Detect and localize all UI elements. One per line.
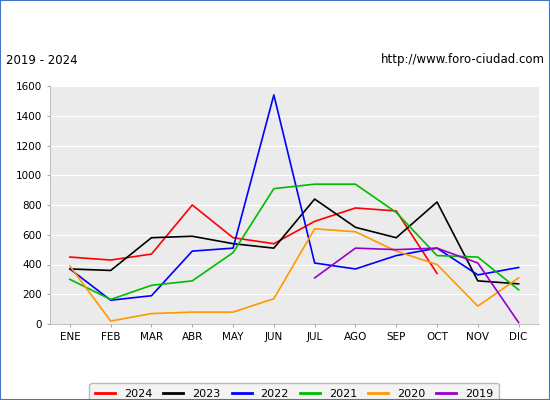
Legend: 2024, 2023, 2022, 2021, 2020, 2019: 2024, 2023, 2022, 2021, 2020, 2019 — [89, 383, 499, 400]
Text: Evolucion Nº Turistas Nacionales en el municipio de Valdeprados: Evolucion Nº Turistas Nacionales en el m… — [51, 16, 499, 30]
Text: 2019 - 2024: 2019 - 2024 — [6, 54, 77, 66]
Text: http://www.foro-ciudad.com: http://www.foro-ciudad.com — [381, 54, 544, 66]
